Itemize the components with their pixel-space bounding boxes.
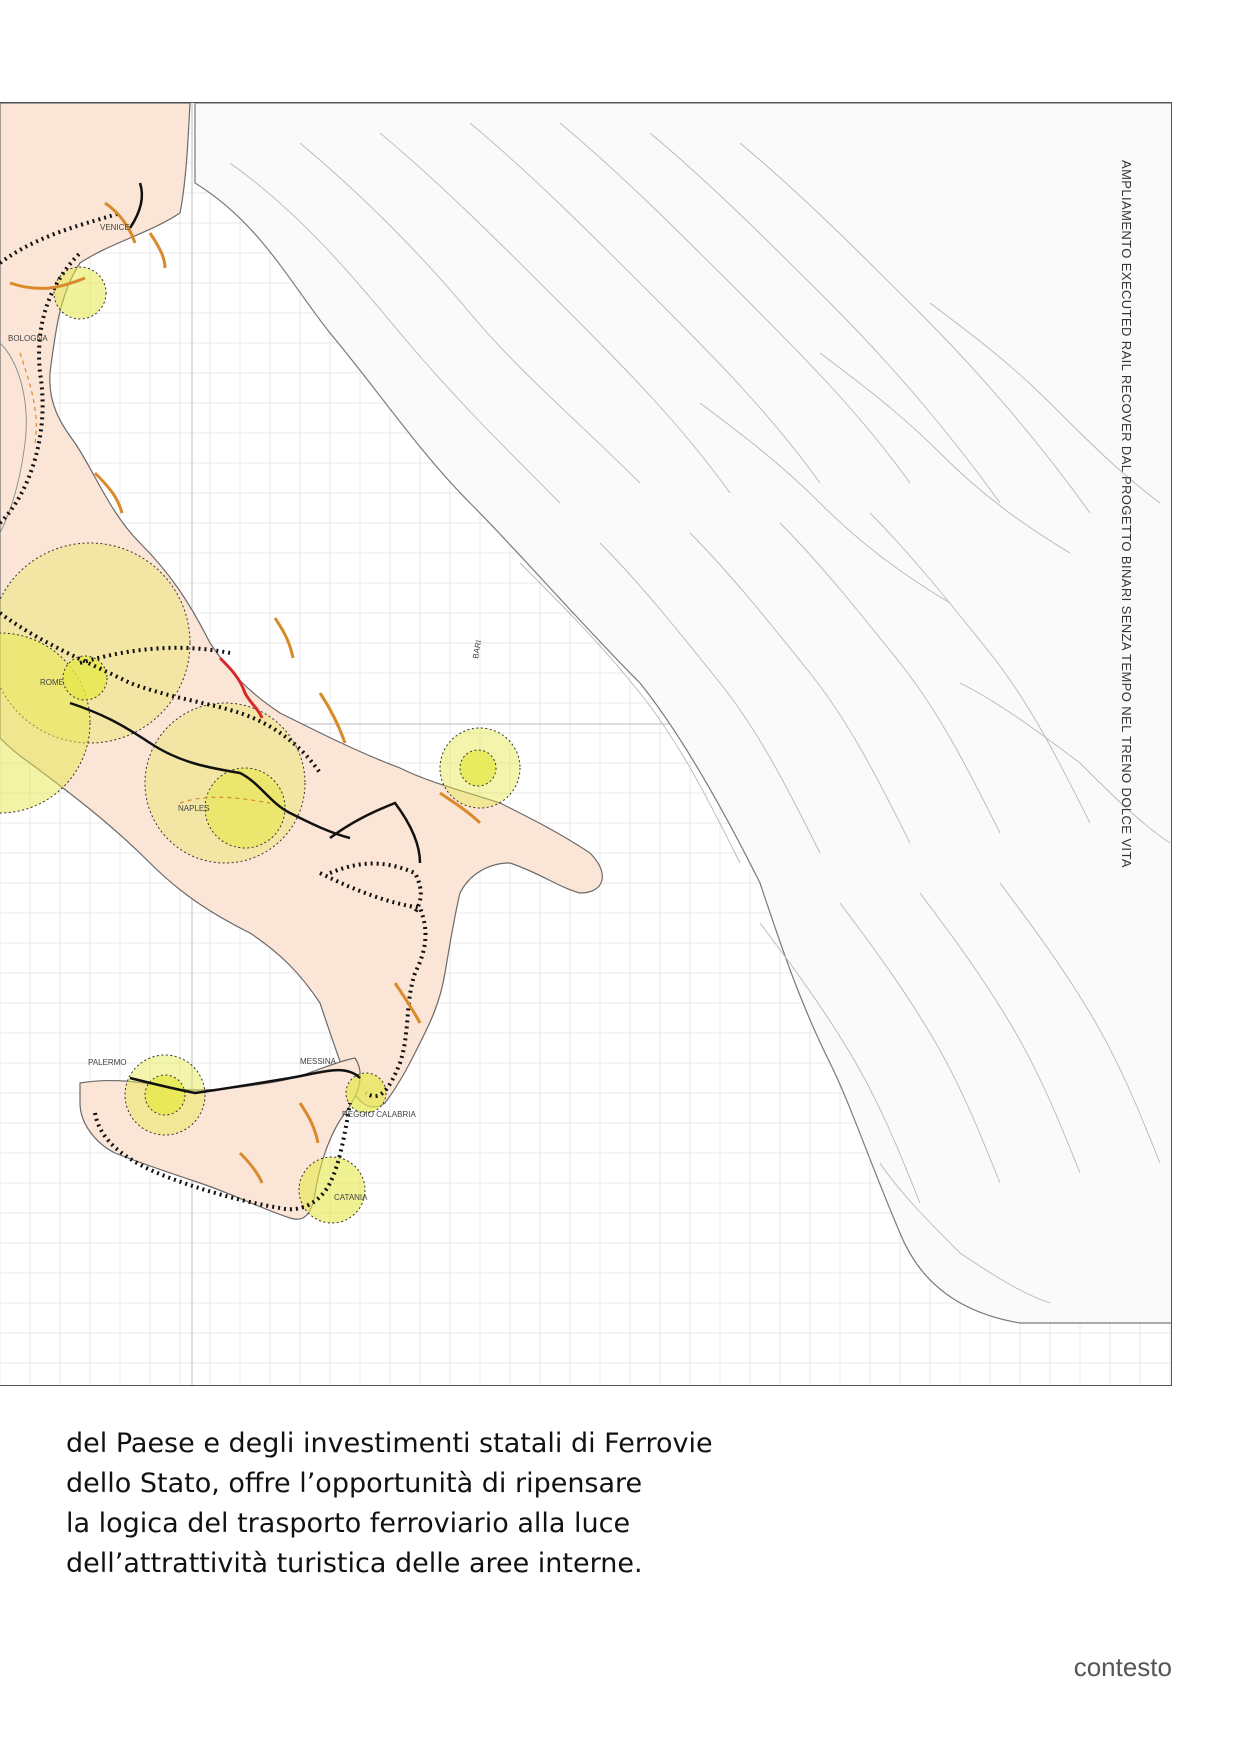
rail-orange-5 bbox=[273, 617, 295, 659]
rail-orange-3 bbox=[9, 276, 86, 290]
city-label-palermo: PALERMO bbox=[88, 1058, 127, 1067]
paragraph-line: dell’attrattività turistica delle aree i… bbox=[66, 1548, 643, 1579]
body-paragraph: del Paese e degli investimenti statali d… bbox=[66, 1424, 886, 1584]
city-label-bari: BARI bbox=[471, 639, 483, 659]
rail-dashed-orange bbox=[19, 352, 271, 804]
city-label-messina: MESSINA bbox=[300, 1057, 337, 1066]
rail-orange-9 bbox=[298, 1102, 320, 1144]
city-label-rome: ROME bbox=[40, 678, 64, 687]
section-label: contesto bbox=[1073, 1652, 1172, 1682]
map: VENICE BOLOGNA ROME NAPLES BARI PALERMO MESSIN… bbox=[0, 103, 1171, 1385]
paragraph-line: dello Stato, offre l’opportunità di ripe… bbox=[66, 1468, 643, 1499]
paragraph-line: la logica del trasporto ferroviario alla… bbox=[66, 1508, 631, 1539]
rail-dotted-central bbox=[0, 611, 322, 775]
rail-red-segment bbox=[218, 656, 264, 719]
city-label-venice: VENICE bbox=[100, 223, 130, 232]
rail-black-sicily bbox=[129, 1068, 361, 1095]
city-label-reggio-calabria: REGGIO CALABRIA bbox=[342, 1110, 416, 1119]
rail-black-south bbox=[329, 801, 422, 864]
rail-orange-1 bbox=[104, 201, 137, 244]
rail-lines bbox=[0, 182, 482, 1212]
hub-circles bbox=[0, 266, 521, 1224]
rail-orange-4 bbox=[93, 471, 124, 514]
map-vertical-title-text: AMPLIAMENTO EXECUTED RAIL RECOVER DAL PR… bbox=[1119, 160, 1134, 868]
rail-orange-10 bbox=[238, 1151, 264, 1184]
rail-orange-2 bbox=[148, 232, 167, 269]
city-labels: VENICE BOLOGNA ROME NAPLES BARI PALERMO MESSIN… bbox=[8, 223, 483, 1202]
rail-orange-6 bbox=[318, 692, 347, 744]
balkans-terrain bbox=[194, 103, 1171, 1324]
map-vertical-title: AMPLIAMENTO EXECUTED RAIL RECOVER DAL PR… bbox=[1116, 160, 1136, 980]
rail-orange-8 bbox=[393, 982, 422, 1024]
rail-dotted-south bbox=[319, 871, 428, 1099]
map-frame: VENICE BOLOGNA ROME NAPLES BARI PALERMO MESSIN… bbox=[0, 102, 1172, 1386]
rail-orange-7 bbox=[439, 791, 482, 825]
rail-black-north bbox=[128, 182, 144, 229]
rail-black-tyrrhenian bbox=[69, 701, 351, 840]
paragraph-line: del Paese e degli investimenti statali d… bbox=[66, 1428, 713, 1459]
city-label-naples: NAPLES bbox=[178, 804, 210, 813]
city-label-bologna: BOLOGNA bbox=[8, 334, 48, 343]
city-label-catania: CATANIA bbox=[334, 1193, 368, 1202]
